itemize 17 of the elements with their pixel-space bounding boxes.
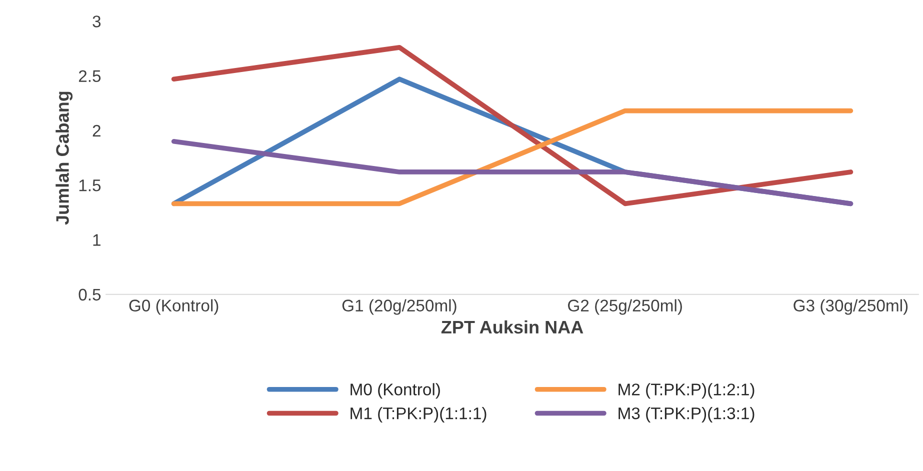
y-tick-label: 2 [92,124,100,137]
line-series [171,44,854,206]
x-tick-label: G2 (25g/250ml) [568,299,682,315]
y-axis-title: Jumlah Cabang [56,92,73,225]
x-tick-label: G1 (20g/250ml) [342,299,456,315]
legend-label: M0 (Kontrol) [350,383,440,399]
legend-label: M3 (T:PK:P)(1:3:1) [618,407,754,423]
y-tick-label: 1.5 [79,180,101,192]
legend-label: M2 (T:PK:P)(1:2:1) [618,383,754,399]
x-axis-title: ZPT Auksin NAA [441,320,584,334]
legend-label: M1 (T:PK:P)(1:1:1) [350,407,486,423]
x-tick-label: G0 (Kontrol) [129,299,218,315]
x-tick-label: G3 (30g/250ml) [794,299,908,315]
y-tick-label: 0.5 [78,288,101,301]
y-tick-label: 3 [92,16,101,28]
y-tick-label: 2.5 [78,70,101,82]
y-tick-label: 1 [93,234,100,246]
